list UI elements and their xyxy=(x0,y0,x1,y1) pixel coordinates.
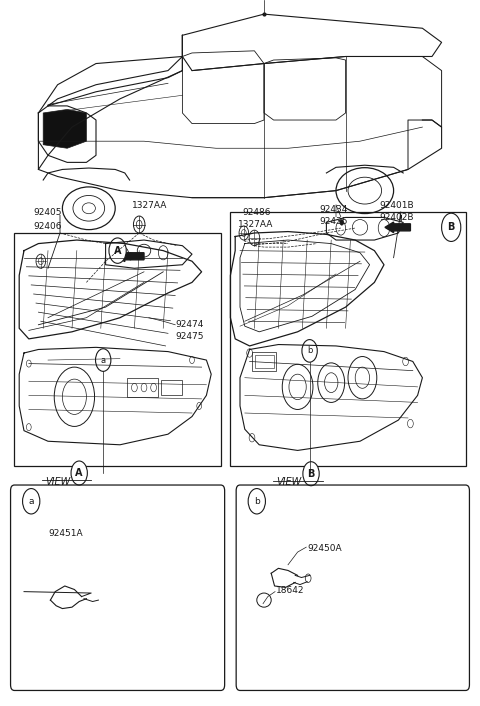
Text: B: B xyxy=(307,469,315,479)
Circle shape xyxy=(442,213,461,241)
Text: b: b xyxy=(307,347,312,355)
Text: A: A xyxy=(75,468,83,478)
Text: B: B xyxy=(447,222,455,232)
Bar xyxy=(14,233,221,466)
Text: VIEW: VIEW xyxy=(46,477,71,486)
Circle shape xyxy=(71,461,87,485)
Text: 92475: 92475 xyxy=(175,332,204,341)
Ellipse shape xyxy=(82,203,96,214)
Text: a: a xyxy=(101,356,106,364)
Circle shape xyxy=(340,220,344,225)
Circle shape xyxy=(239,226,249,240)
Bar xyxy=(252,352,276,371)
Text: 92474: 92474 xyxy=(175,320,204,329)
Polygon shape xyxy=(43,109,86,148)
Ellipse shape xyxy=(336,167,394,213)
Text: 92401B: 92401B xyxy=(379,201,414,210)
Circle shape xyxy=(36,254,46,268)
Circle shape xyxy=(23,489,40,514)
Circle shape xyxy=(96,349,111,371)
Circle shape xyxy=(249,230,260,246)
Text: 92451A: 92451A xyxy=(48,530,83,539)
Text: 92402B: 92402B xyxy=(379,213,414,222)
Text: 1327AA: 1327AA xyxy=(238,220,273,229)
Text: 18642: 18642 xyxy=(276,586,304,595)
Text: 92486: 92486 xyxy=(242,208,271,217)
Text: 92434: 92434 xyxy=(319,205,348,214)
Circle shape xyxy=(303,462,319,486)
Ellipse shape xyxy=(62,187,115,229)
Circle shape xyxy=(133,216,145,233)
Circle shape xyxy=(109,238,126,263)
Bar xyxy=(161,380,182,395)
Text: 92435: 92435 xyxy=(319,217,348,226)
Circle shape xyxy=(302,340,317,362)
FancyArrow shape xyxy=(385,222,410,233)
Bar xyxy=(230,212,466,466)
Circle shape xyxy=(248,489,265,514)
Text: 1327AA: 1327AA xyxy=(132,201,168,210)
Bar xyxy=(127,378,158,397)
Text: A: A xyxy=(114,246,121,256)
Text: 92450A: 92450A xyxy=(307,544,342,553)
Text: a: a xyxy=(28,497,34,505)
Ellipse shape xyxy=(348,177,382,204)
FancyArrow shape xyxy=(116,251,144,261)
Text: b: b xyxy=(254,497,260,505)
Text: 92406: 92406 xyxy=(34,222,62,232)
Bar xyxy=(255,355,274,368)
Text: 92405: 92405 xyxy=(34,208,62,217)
Circle shape xyxy=(136,220,142,229)
Text: VIEW: VIEW xyxy=(276,477,301,486)
Ellipse shape xyxy=(73,196,105,221)
